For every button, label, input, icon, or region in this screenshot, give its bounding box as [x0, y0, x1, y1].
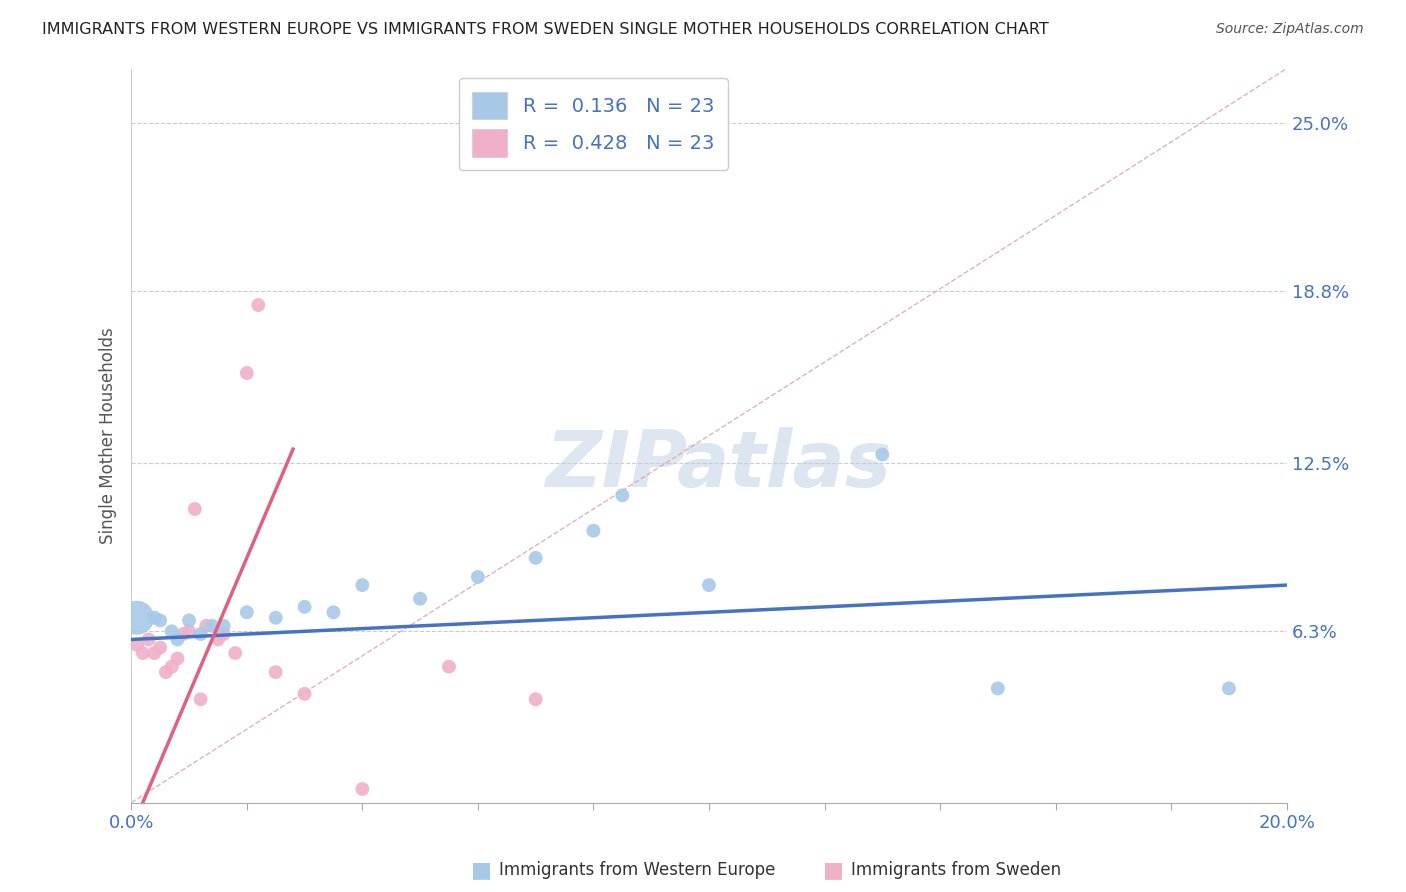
Legend: R =  0.136   N = 23, R =  0.428   N = 23: R = 0.136 N = 23, R = 0.428 N = 23 — [458, 78, 728, 170]
Text: atlas: atlas — [676, 427, 891, 503]
Point — [149, 640, 172, 655]
Point — [207, 632, 229, 647]
Point — [1218, 681, 1240, 696]
Point — [190, 692, 212, 706]
Point — [524, 550, 547, 565]
Point — [264, 665, 287, 679]
Point — [177, 624, 200, 639]
Point — [524, 692, 547, 706]
Point — [149, 614, 172, 628]
Point — [236, 605, 259, 619]
Point — [160, 659, 183, 673]
Point — [697, 578, 720, 592]
Point — [409, 591, 432, 606]
Point — [143, 611, 166, 625]
Point — [132, 646, 155, 660]
Point — [212, 627, 235, 641]
Text: ■: ■ — [823, 860, 844, 880]
Point — [352, 578, 374, 592]
Point — [201, 619, 224, 633]
Point — [247, 298, 270, 312]
Point — [190, 627, 212, 641]
Text: #dce8f4: #dce8f4 — [709, 464, 714, 465]
Text: IMMIGRANTS FROM WESTERN EUROPE VS IMMIGRANTS FROM SWEDEN SINGLE MOTHER HOUSEHOLD: IMMIGRANTS FROM WESTERN EUROPE VS IMMIGR… — [42, 22, 1049, 37]
Text: Immigrants from Sweden: Immigrants from Sweden — [851, 861, 1060, 879]
Point — [172, 627, 194, 641]
Point — [322, 605, 344, 619]
Point — [987, 681, 1010, 696]
Point — [294, 599, 316, 614]
Point — [212, 619, 235, 633]
Point — [138, 632, 160, 647]
Point — [155, 665, 177, 679]
Point — [177, 614, 200, 628]
Text: Source: ZipAtlas.com: Source: ZipAtlas.com — [1216, 22, 1364, 37]
Point — [166, 632, 188, 647]
Point — [352, 782, 374, 797]
Point — [143, 646, 166, 660]
Point — [582, 524, 605, 538]
Point — [236, 366, 259, 380]
Point — [160, 624, 183, 639]
Point — [166, 651, 188, 665]
Point — [264, 611, 287, 625]
Point — [195, 619, 218, 633]
Point — [437, 659, 460, 673]
Text: Immigrants from Western Europe: Immigrants from Western Europe — [499, 861, 776, 879]
Point — [612, 488, 634, 502]
Point — [184, 502, 207, 516]
Point — [872, 448, 894, 462]
Point — [224, 646, 246, 660]
Text: ZIP: ZIP — [546, 427, 688, 503]
Text: ■: ■ — [471, 860, 492, 880]
Point — [294, 687, 316, 701]
Point — [125, 611, 148, 625]
Y-axis label: Single Mother Households: Single Mother Households — [100, 327, 117, 544]
Point — [125, 638, 148, 652]
Point — [467, 570, 489, 584]
